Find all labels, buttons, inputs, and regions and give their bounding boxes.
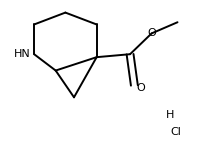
Text: H: H: [166, 110, 174, 120]
Text: O: O: [147, 28, 156, 38]
Text: Cl: Cl: [170, 127, 181, 137]
Text: HN: HN: [14, 49, 30, 59]
Text: O: O: [136, 83, 145, 93]
